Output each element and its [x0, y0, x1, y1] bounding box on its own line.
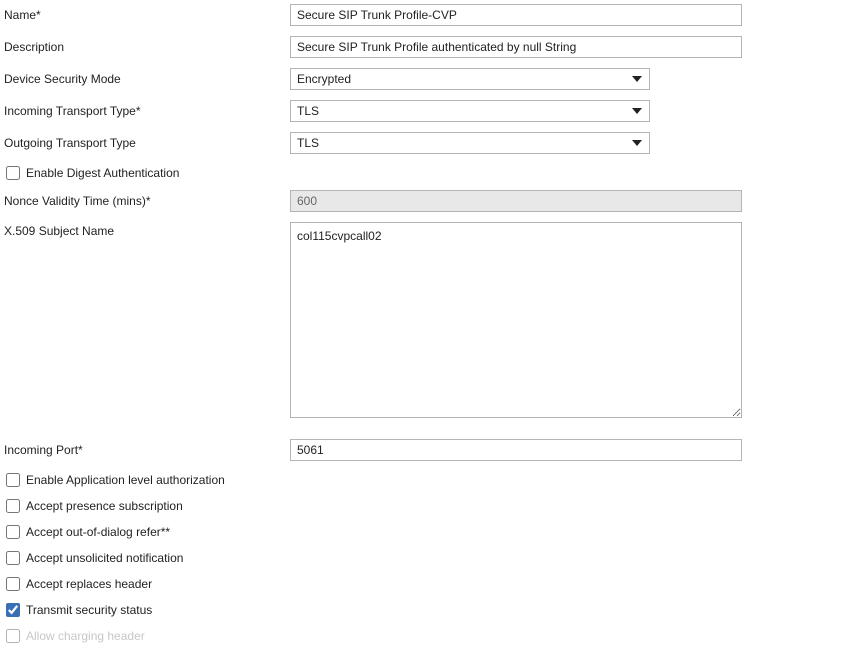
- incoming-transport-select-wrap[interactable]: TLS: [290, 100, 650, 122]
- transmit-security-checkbox[interactable]: [6, 603, 20, 617]
- label-incoming-transport: Incoming Transport Type*: [4, 102, 290, 120]
- outgoing-transport-select[interactable]: TLS: [290, 132, 650, 154]
- row-incoming-port: Incoming Port*: [4, 439, 859, 461]
- control-outgoing-transport: TLS: [290, 132, 859, 154]
- label-outgoing-transport: Outgoing Transport Type: [4, 134, 290, 152]
- label-device-security-mode: Device Security Mode: [4, 70, 290, 88]
- row-accept-unsolicited: Accept unsolicited notification: [4, 549, 859, 567]
- control-incoming-transport: TLS: [290, 100, 859, 122]
- row-transmit-security: Transmit security status: [4, 601, 859, 619]
- row-accept-ood-refer: Accept out-of-dialog refer**: [4, 523, 859, 541]
- enable-app-level-auth-checkbox[interactable]: [6, 473, 20, 487]
- required-marker: *: [78, 443, 83, 457]
- row-enable-app-level-auth: Enable Application level authorization: [4, 471, 859, 489]
- control-x509-subject: col115cvpcall02: [290, 222, 859, 421]
- label-incoming-port: Incoming Port*: [4, 441, 290, 459]
- description-input[interactable]: [290, 36, 742, 58]
- control-device-security-mode: Encrypted: [290, 68, 859, 90]
- row-nonce-validity: Nonce Validity Time (mins)*: [4, 190, 859, 212]
- row-description: Description: [4, 36, 859, 58]
- row-accept-presence: Accept presence subscription: [4, 497, 859, 515]
- required-marker: *: [36, 8, 41, 22]
- label-enable-app-level-auth: Enable Application level authorization: [26, 471, 225, 489]
- label-name: Name*: [4, 6, 290, 24]
- spacer: [4, 431, 859, 439]
- device-security-mode-select-wrap[interactable]: Encrypted: [290, 68, 650, 90]
- required-marker: *: [136, 104, 141, 118]
- row-device-security-mode: Device Security Mode Encrypted: [4, 68, 859, 90]
- label-accept-presence: Accept presence subscription: [26, 497, 183, 515]
- label-transmit-security: Transmit security status: [26, 601, 152, 619]
- name-input[interactable]: [290, 4, 742, 26]
- accept-replaces-checkbox[interactable]: [6, 577, 20, 591]
- accept-ood-refer-checkbox[interactable]: [6, 525, 20, 539]
- label-accept-replaces: Accept replaces header: [26, 575, 152, 593]
- label-nonce-validity-text: Nonce Validity Time (mins): [4, 194, 146, 208]
- row-allow-charging: Allow charging header: [4, 627, 859, 645]
- device-security-mode-select[interactable]: Encrypted: [290, 68, 650, 90]
- label-name-text: Name: [4, 8, 36, 22]
- label-nonce-validity: Nonce Validity Time (mins)*: [4, 192, 290, 210]
- row-incoming-transport: Incoming Transport Type* TLS: [4, 100, 859, 122]
- row-outgoing-transport: Outgoing Transport Type TLS: [4, 132, 859, 154]
- sip-trunk-security-profile-form: Name* Description Device Security Mode E…: [0, 0, 865, 651]
- incoming-port-input[interactable]: [290, 439, 742, 461]
- label-x509-subject: X.509 Subject Name: [4, 222, 290, 240]
- label-incoming-transport-text: Incoming Transport Type: [4, 104, 136, 118]
- control-nonce-validity: [290, 190, 859, 212]
- incoming-transport-select[interactable]: TLS: [290, 100, 650, 122]
- row-name: Name*: [4, 4, 859, 26]
- label-incoming-port-text: Incoming Port: [4, 443, 78, 457]
- outgoing-transport-select-wrap[interactable]: TLS: [290, 132, 650, 154]
- x509-subject-textarea[interactable]: col115cvpcall02: [290, 222, 742, 418]
- label-accept-ood-refer: Accept out-of-dialog refer: [26, 523, 161, 541]
- accept-presence-checkbox[interactable]: [6, 499, 20, 513]
- required-marker: *: [146, 194, 151, 208]
- label-allow-charging: Allow charging header: [26, 627, 145, 645]
- label-accept-unsolicited: Accept unsolicited notification: [26, 549, 183, 567]
- double-marker: **: [161, 523, 170, 541]
- control-incoming-port: [290, 439, 859, 461]
- control-description: [290, 36, 859, 58]
- label-description: Description: [4, 38, 290, 56]
- row-enable-digest-auth: Enable Digest Authentication: [4, 164, 859, 182]
- control-name: [290, 4, 859, 26]
- label-enable-digest-auth: Enable Digest Authentication: [26, 164, 179, 182]
- enable-digest-auth-checkbox[interactable]: [6, 166, 20, 180]
- nonce-validity-input: [290, 190, 742, 212]
- row-x509-subject: X.509 Subject Name col115cvpcall02: [4, 222, 859, 421]
- accept-unsolicited-checkbox[interactable]: [6, 551, 20, 565]
- row-accept-replaces: Accept replaces header: [4, 575, 859, 593]
